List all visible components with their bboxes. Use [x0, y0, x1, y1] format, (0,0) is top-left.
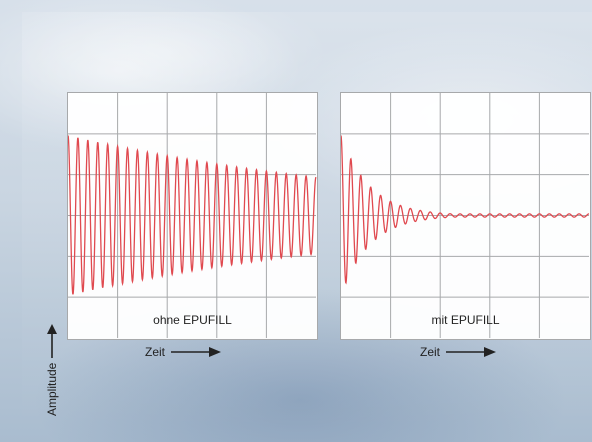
x-axis-label-left-text: Zeit: [145, 345, 166, 359]
x-axis-label-left: Zeit: [145, 345, 222, 359]
chart-ohne-epufill-svg: [68, 93, 317, 338]
y-axis-label-text: Amplitude: [45, 362, 59, 416]
x-axis-arrow-icon: [446, 347, 497, 357]
signal-line: [68, 135, 317, 295]
x-axis-arrow-icon: [171, 347, 222, 357]
y-axis-label: Amplitude: [42, 316, 62, 416]
signal-line: [341, 135, 590, 285]
chart-mit-epufill: mit EPUFILL: [340, 92, 591, 340]
chart-mit-epufill-svg: [341, 93, 590, 338]
x-axis-label-right-text: Zeit: [420, 345, 441, 359]
chart-mit-epufill-label: mit EPUFILL: [431, 313, 500, 327]
chart-ohne-epufill: ohne EPUFILL: [67, 92, 318, 340]
x-axis-label-right: Zeit: [420, 345, 497, 359]
y-axis-arrow-icon: [47, 323, 57, 358]
chart-ohne-epufill-label: ohne EPUFILL: [153, 313, 232, 327]
